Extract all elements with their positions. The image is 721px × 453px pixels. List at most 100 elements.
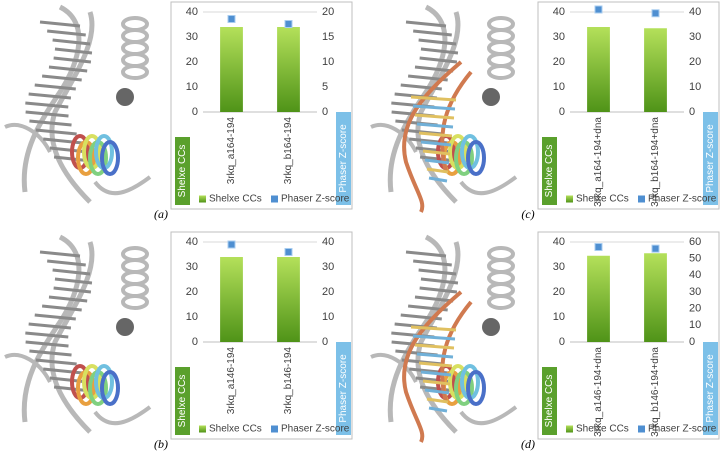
chart-frame [537,1,720,210]
base-pair [418,38,457,46]
base-pair [52,38,91,46]
y2-tick-label: 10 [322,56,334,68]
base-pair [43,367,83,375]
legend-swatch [271,425,278,433]
base-pair [54,47,93,55]
legend-swatch [638,195,645,203]
base-pair [419,286,458,294]
legend-label: Phaser Z-score [281,194,350,205]
y2-axis-title-box [336,342,351,435]
helix [482,318,500,336]
legend-swatch [566,195,573,203]
y-tick-label: 20 [186,56,198,68]
y2-axis-title-box [336,112,351,205]
x-tick-label: 3rkq_a146-194+dna [593,347,604,437]
y2-tick-label: 30 [689,31,701,43]
backbone [415,11,461,204]
bar [277,257,300,342]
bar [587,27,610,112]
y-tick-label: 40 [553,236,565,248]
dna-base [410,325,457,332]
base-pair [28,322,72,330]
base-pair [41,304,82,312]
y2-axis-title-box [703,112,718,205]
dna-base [410,95,457,102]
y-tick-label: 10 [186,311,198,323]
y2-tick-label: 20 [322,6,334,18]
dna-base [416,122,454,129]
base-pair [41,74,82,82]
base-pair [53,286,92,294]
base-pair [414,65,454,73]
base-pair [47,259,86,267]
y2-tick-label: 5 [322,81,328,93]
structure-image [370,234,518,443]
base-pair [34,83,76,91]
dna-base [416,352,454,359]
base-pair [47,29,86,37]
y2-tick-label: 0 [322,106,328,118]
y2-axis-title: Phaser Z-score [338,124,349,193]
y-axis-title-box [175,137,190,205]
chart-frame [537,231,720,440]
z-score-marker [594,5,603,14]
loop [93,175,152,196]
helix [121,294,149,310]
y2-tick-label: 30 [322,261,334,273]
legend-label: Phaser Z-score [648,424,717,435]
backbone [370,353,418,383]
dna-base [428,176,448,183]
helix [116,318,134,336]
y-tick-label: 0 [559,106,565,118]
dna-base [412,334,456,341]
legend-swatch [271,195,278,203]
legend-label: Phaser Z-score [648,194,717,205]
helix [487,64,515,80]
y2-tick-label: 0 [689,106,695,118]
y-tick-label: 30 [186,31,198,43]
legend-label: Shelxe CCs [576,194,629,205]
base-pair [49,146,89,154]
y2-tick-label: 10 [689,319,701,331]
structure-image [4,234,152,434]
y2-tick-label: 40 [322,236,334,248]
dna-base [422,149,451,156]
base-pair [420,47,459,55]
base-pair [413,29,452,37]
x-tick-label: 3rkq_b164-194 [283,117,294,185]
base-pair [25,340,69,348]
dna-base [428,406,448,413]
y2-axis-title-box [703,342,718,435]
base-pair [54,277,93,285]
x-tick-label: 3rkq_b146-194 [283,347,294,415]
base-pair [43,137,83,145]
y-tick-label: 10 [553,311,565,323]
base-pair [49,376,89,384]
dna-base [420,370,452,377]
z-score-marker [227,240,236,249]
helix [466,140,486,176]
y2-tick-label: 20 [689,303,701,315]
z-score-marker [651,244,660,253]
helix [487,294,515,310]
dna-base [422,379,451,386]
backbone [4,353,52,383]
bar [644,253,667,342]
backbone [415,241,461,434]
loop [93,405,152,426]
panel-label: (b) [154,437,168,451]
base-pair [29,119,72,127]
y2-axis-title: Phaser Z-score [338,354,349,423]
y2-tick-label: 20 [689,56,701,68]
y-axis-title: Shelxe CCs [544,375,555,428]
dna-base [414,113,455,120]
legend-swatch [638,425,645,433]
base-pair [48,65,88,73]
y2-tick-label: 10 [322,311,334,323]
y2-tick-label: 15 [322,31,334,43]
dna-base [420,140,452,147]
base-pair [405,20,447,28]
x-tick-label: 3rkq_a146-194 [226,347,237,415]
